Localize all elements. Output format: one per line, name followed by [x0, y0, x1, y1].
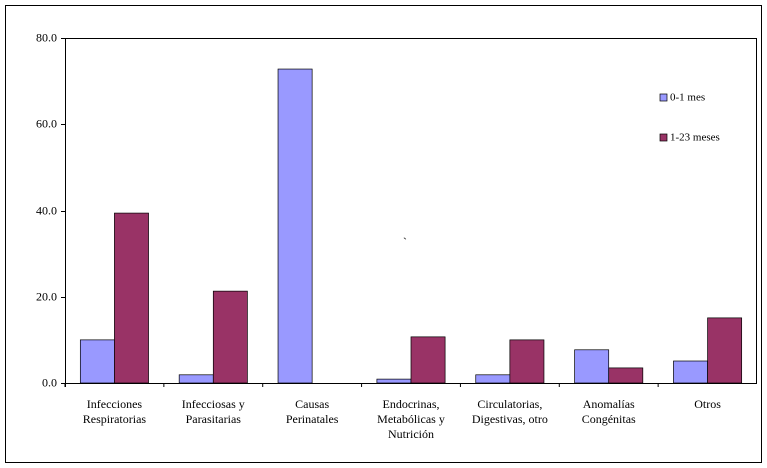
legend-swatch [659, 133, 668, 142]
annotation: ` [403, 235, 407, 249]
y-tick-label: 80.0 [36, 30, 57, 44]
legend-swatch [659, 93, 668, 102]
bar [608, 367, 644, 384]
bar [475, 374, 511, 384]
legend-label: 1-23 meses [670, 132, 720, 144]
x-tick-label: Causas Perinatales [286, 397, 339, 426]
bar [509, 339, 545, 384]
y-tick-label: 0.0 [42, 375, 57, 389]
y-tick-label: 40.0 [36, 203, 57, 217]
bar [707, 317, 743, 384]
bar [376, 378, 412, 384]
y-tick-label: 60.0 [36, 116, 57, 130]
bar [277, 68, 313, 384]
bar [178, 374, 214, 384]
legend-label: 0-1 mes [670, 92, 705, 104]
bar [574, 349, 610, 384]
x-tick-label: Infecciosas y Parasitarias [182, 397, 245, 426]
bar [114, 212, 149, 384]
x-tick-label: Endocrinas, Metabólicas y Nutrición [377, 397, 445, 441]
x-tick-label: Circulatorias, Digestivas, otro [472, 397, 548, 426]
bar [212, 290, 248, 384]
bar [410, 336, 446, 384]
x-tick-label: Infecciones Respiratorias [83, 397, 147, 426]
x-tick-label: Anomalías Congénitas [582, 397, 636, 426]
x-tick-label: Otros [694, 397, 721, 411]
bar [79, 339, 115, 384]
bar [673, 360, 708, 384]
y-tick-label: 20.0 [36, 289, 57, 303]
